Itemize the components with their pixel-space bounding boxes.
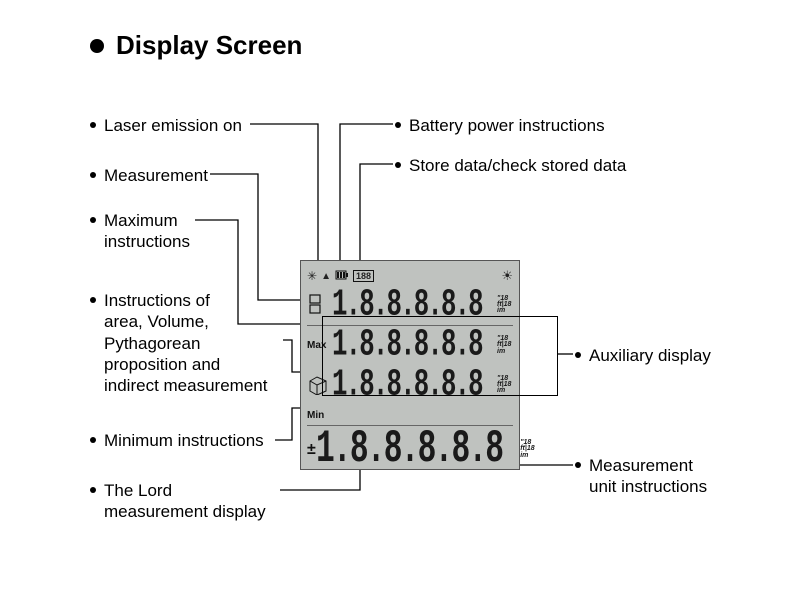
- label-text: Measurement unit instructions: [589, 455, 707, 498]
- lcd-digits: 1.8.8.8.8.8: [332, 284, 482, 326]
- label-maximum: Maximum instructions: [90, 210, 300, 253]
- bullet-icon: [90, 487, 96, 493]
- label-text: Maximum instructions: [104, 210, 190, 253]
- label-text: Measurement: [104, 165, 208, 186]
- store-value: 188: [353, 270, 374, 282]
- lcd-units: "18 ft|18 im: [497, 376, 513, 395]
- label-lord: The Lord measurement display: [90, 480, 300, 523]
- label-text: Instructions of area, Volume, Pythagorea…: [104, 290, 267, 396]
- laser-icon: ✳: [307, 269, 317, 283]
- title-text: Display Screen: [116, 30, 302, 61]
- lcd-min-row: Min: [307, 405, 513, 425]
- cube-icon: [307, 373, 331, 398]
- label-minimum: Minimum instructions: [90, 430, 300, 451]
- lcd-row-3: 1.8.8.8.8.8 "18 ft|18 im: [307, 365, 513, 405]
- bullet-icon: [90, 217, 96, 223]
- bullet-icon: [575, 462, 581, 468]
- label-text: Battery power instructions: [409, 115, 605, 136]
- label-text: Minimum instructions: [104, 430, 264, 451]
- label-text: Store data/check stored data: [409, 155, 626, 176]
- lcd-row-1: 1.8.8.8.8.8 "18 ft|18 im: [307, 285, 513, 325]
- title-bullet-icon: [90, 39, 104, 53]
- ref-icon: [307, 293, 331, 318]
- lcd-top-row: ✳ ▲ 188 ☀: [307, 267, 513, 285]
- label-battery: Battery power instructions: [395, 115, 675, 136]
- section-title: Display Screen: [90, 30, 302, 61]
- bullet-icon: [90, 297, 96, 303]
- bullet-icon: [395, 122, 401, 128]
- label-text: The Lord measurement display: [104, 480, 266, 523]
- bullet-icon: [395, 162, 401, 168]
- lcd-units: "18 ft|18 im: [497, 336, 513, 355]
- bullet-icon: [575, 352, 581, 358]
- lcd-screen: ✳ ▲ 188 ☀ 1.8.8.8.8.8 "18 ft|18 im Max 1…: [300, 260, 520, 470]
- label-text: Auxiliary display: [589, 345, 711, 366]
- lcd-digits: 1.8.8.8.8.8: [332, 325, 482, 367]
- lcd-digits-main: 1.8.8.8.8.8: [316, 424, 502, 475]
- label-text: Laser emission on: [104, 115, 242, 136]
- battery-icon: [335, 269, 349, 284]
- lcd-row-4: ± 1.8.8.8.8.8 "18 ft|18 im: [307, 425, 513, 473]
- label-auxiliary: Auxiliary display: [575, 345, 775, 366]
- label-laser: Laser emission on: [90, 115, 300, 136]
- lcd-row-2: Max 1.8.8.8.8.8 "18 ft|18 im: [307, 325, 513, 365]
- min-label: Min: [307, 410, 331, 421]
- label-area: Instructions of area, Volume, Pythagorea…: [90, 290, 280, 396]
- lcd-units: "18 ft|18 im: [497, 296, 513, 315]
- label-measurement: Measurement: [90, 165, 300, 186]
- bullet-icon: [90, 437, 96, 443]
- arrow-up-icon: ▲: [321, 271, 331, 282]
- label-unit: Measurement unit instructions: [575, 455, 775, 498]
- bullet-icon: [90, 122, 96, 128]
- lcd-digits: 1.8.8.8.8.8: [332, 364, 482, 406]
- bullet-icon: [90, 172, 96, 178]
- lcd-units: "18 ft|18 im: [520, 440, 534, 459]
- max-label: Max: [307, 340, 331, 351]
- plusminus-icon: ±: [307, 441, 316, 459]
- label-store: Store data/check stored data: [395, 155, 695, 176]
- light-icon: ☀: [501, 268, 513, 284]
